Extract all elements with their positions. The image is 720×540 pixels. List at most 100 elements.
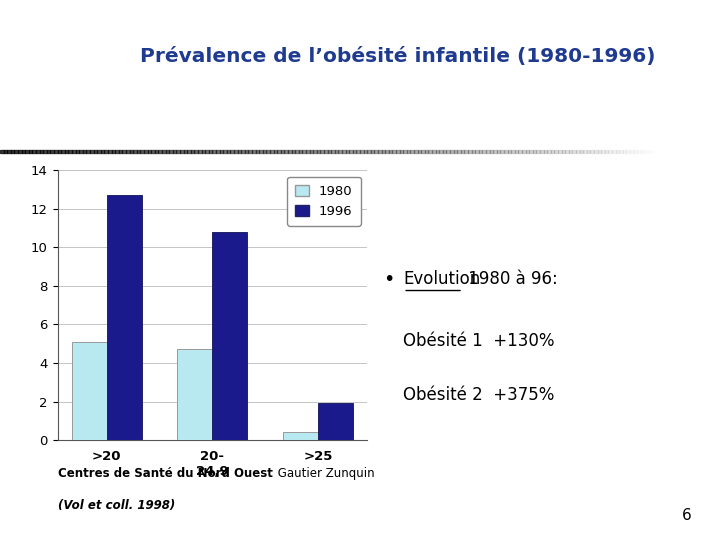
Bar bbox=[198, 150, 202, 153]
Bar bbox=[7, 150, 11, 153]
Bar bbox=[234, 150, 238, 153]
Bar bbox=[86, 150, 90, 153]
Bar bbox=[79, 150, 83, 153]
Bar bbox=[360, 150, 364, 153]
Bar bbox=[83, 150, 86, 153]
Bar bbox=[14, 150, 18, 153]
Bar bbox=[227, 150, 230, 153]
Bar bbox=[122, 150, 126, 153]
Bar bbox=[637, 150, 641, 153]
Bar bbox=[410, 150, 414, 153]
Bar bbox=[662, 150, 666, 153]
Bar bbox=[4, 150, 7, 153]
Bar bbox=[65, 150, 68, 153]
Bar bbox=[371, 150, 374, 153]
Bar bbox=[490, 150, 493, 153]
Bar bbox=[50, 150, 54, 153]
Bar bbox=[76, 150, 79, 153]
Bar bbox=[648, 150, 652, 153]
Bar bbox=[191, 150, 194, 153]
Bar bbox=[515, 150, 518, 153]
Bar bbox=[313, 150, 317, 153]
Bar bbox=[32, 150, 36, 153]
Bar bbox=[25, 150, 29, 153]
Bar bbox=[367, 150, 371, 153]
Bar bbox=[565, 150, 569, 153]
Bar bbox=[259, 150, 263, 153]
Bar bbox=[126, 150, 130, 153]
Bar bbox=[583, 150, 587, 153]
Text: Obésité 2  +375%: Obésité 2 +375% bbox=[403, 386, 554, 404]
Bar bbox=[230, 150, 234, 153]
Bar bbox=[166, 150, 169, 153]
Bar bbox=[11, 150, 14, 153]
Bar bbox=[612, 150, 616, 153]
Bar bbox=[587, 150, 590, 153]
Bar bbox=[295, 150, 299, 153]
Bar bbox=[385, 150, 389, 153]
Bar bbox=[425, 150, 428, 153]
Bar bbox=[248, 150, 252, 153]
Bar bbox=[151, 150, 155, 153]
Bar bbox=[468, 150, 472, 153]
Bar bbox=[392, 150, 396, 153]
Bar bbox=[644, 150, 648, 153]
Bar bbox=[432, 150, 436, 153]
Bar bbox=[133, 150, 137, 153]
Text: •: • bbox=[383, 270, 395, 289]
Bar bbox=[652, 150, 655, 153]
Bar bbox=[482, 150, 486, 153]
Bar bbox=[486, 150, 490, 153]
Bar bbox=[619, 150, 623, 153]
Text: 1980 à 96:: 1980 à 96: bbox=[463, 270, 558, 288]
Bar bbox=[446, 150, 450, 153]
Text: (Vol et coll. 1998): (Vol et coll. 1998) bbox=[58, 500, 175, 512]
Bar bbox=[558, 150, 562, 153]
Bar bbox=[623, 150, 626, 153]
Bar bbox=[108, 150, 112, 153]
Bar bbox=[36, 150, 40, 153]
Bar bbox=[389, 150, 392, 153]
Bar bbox=[454, 150, 457, 153]
Bar bbox=[277, 150, 281, 153]
Bar bbox=[252, 150, 256, 153]
Bar bbox=[43, 150, 47, 153]
Bar bbox=[72, 342, 107, 440]
Bar bbox=[130, 150, 133, 153]
Bar bbox=[306, 150, 310, 153]
Bar bbox=[616, 150, 619, 153]
Bar bbox=[209, 150, 212, 153]
Bar bbox=[302, 150, 306, 153]
Bar bbox=[292, 150, 295, 153]
Bar bbox=[421, 150, 425, 153]
Bar bbox=[695, 150, 698, 153]
Bar bbox=[331, 150, 335, 153]
Bar bbox=[310, 150, 313, 153]
Bar bbox=[324, 150, 328, 153]
Bar bbox=[22, 150, 25, 153]
Bar bbox=[608, 150, 612, 153]
Bar bbox=[407, 150, 410, 153]
Bar bbox=[353, 150, 356, 153]
Bar bbox=[97, 150, 101, 153]
Bar bbox=[101, 150, 104, 153]
Bar bbox=[112, 150, 115, 153]
Text: Gautier Zunquin: Gautier Zunquin bbox=[274, 467, 374, 480]
Bar bbox=[450, 150, 454, 153]
Bar bbox=[68, 150, 72, 153]
Text: Obésité 1  +130%: Obésité 1 +130% bbox=[403, 332, 554, 350]
Bar bbox=[238, 150, 241, 153]
Bar bbox=[475, 150, 479, 153]
Bar bbox=[666, 150, 670, 153]
Bar bbox=[522, 150, 526, 153]
Bar bbox=[511, 150, 515, 153]
Bar bbox=[691, 150, 695, 153]
Bar bbox=[713, 150, 716, 153]
Bar bbox=[518, 150, 522, 153]
Bar bbox=[673, 150, 677, 153]
Bar bbox=[508, 150, 511, 153]
Bar bbox=[90, 150, 94, 153]
Bar bbox=[590, 150, 594, 153]
Bar bbox=[497, 150, 500, 153]
Bar bbox=[461, 150, 464, 153]
